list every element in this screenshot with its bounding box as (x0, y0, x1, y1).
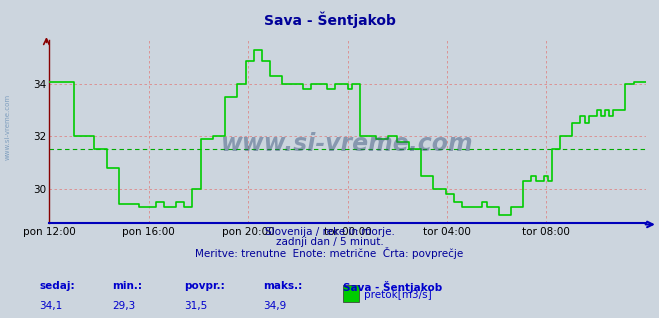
Text: pretok[m3/s]: pretok[m3/s] (364, 290, 432, 300)
Text: 34,1: 34,1 (40, 301, 63, 310)
Text: Meritve: trenutne  Enote: metrične  Črta: povprečje: Meritve: trenutne Enote: metrične Črta: … (195, 247, 464, 259)
Text: Sava - Šentjakob: Sava - Šentjakob (343, 281, 442, 294)
Text: 34,9: 34,9 (264, 301, 287, 310)
Text: min.:: min.: (112, 281, 142, 291)
Text: 29,3: 29,3 (112, 301, 135, 310)
Text: www.si-vreme.com: www.si-vreme.com (221, 132, 474, 156)
Text: 31,5: 31,5 (185, 301, 208, 310)
Text: Slovenija / reke in morje.: Slovenija / reke in morje. (264, 227, 395, 237)
Text: www.si-vreme.com: www.si-vreme.com (5, 94, 11, 160)
Text: povpr.:: povpr.: (185, 281, 225, 291)
Text: Sava - Šentjakob: Sava - Šentjakob (264, 11, 395, 28)
Text: sedaj:: sedaj: (40, 281, 75, 291)
Text: maks.:: maks.: (264, 281, 303, 291)
Text: zadnji dan / 5 minut.: zadnji dan / 5 minut. (275, 237, 384, 247)
